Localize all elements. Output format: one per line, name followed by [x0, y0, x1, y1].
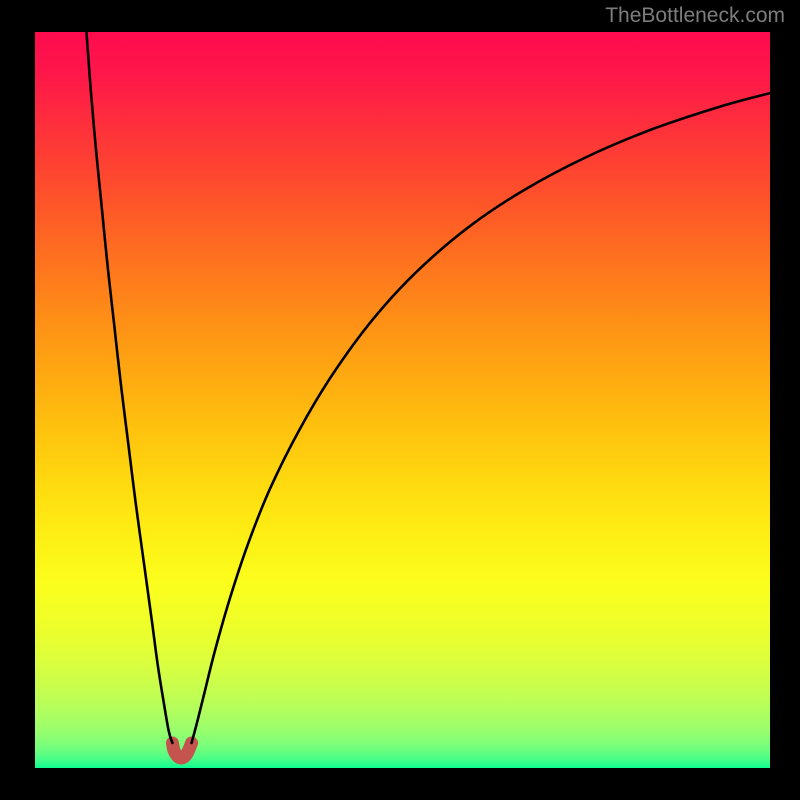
- bottleneck-chart: [35, 32, 770, 768]
- chart-svg: [35, 32, 770, 768]
- gradient-background: [35, 32, 770, 768]
- watermark-label: TheBottleneck.com: [605, 4, 785, 28]
